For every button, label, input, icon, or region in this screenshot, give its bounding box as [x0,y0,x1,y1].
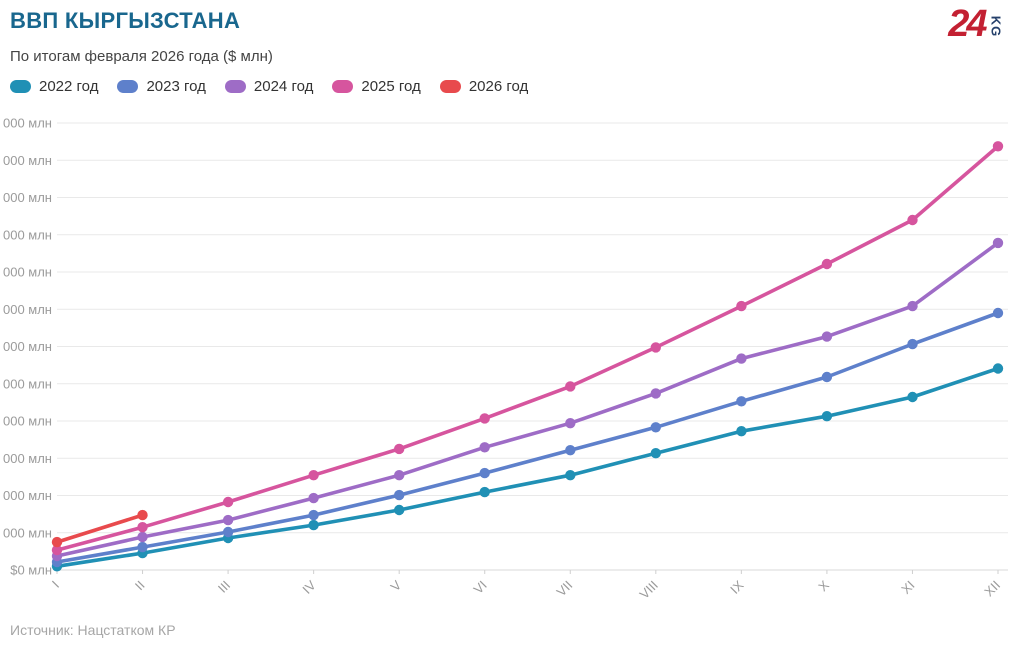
data-point-2023 [394,489,405,501]
data-point-2022 [736,426,747,437]
data-point-2025 [222,496,234,508]
data-point-2025 [51,544,63,556]
legend-item-2023: 2023 год [117,78,206,95]
x-axis-label: III [215,578,233,596]
data-point-2025 [394,443,405,455]
data-point-2022 [650,448,661,459]
data-point-2022 [907,391,918,403]
series-line-2024 [55,241,1000,558]
data-point-2022 [308,519,319,531]
data-point-2023 [992,307,1004,319]
y-axis-label: $0 млн [10,563,52,578]
data-point-2023 [137,541,148,553]
x-axis-label: VI [471,578,490,597]
x-axis-label: V [388,577,405,594]
data-point-2025 [736,300,747,312]
logo-24kg: 24 KG [948,3,1006,45]
data-point-2023 [308,509,319,521]
data-point-2023 [479,467,490,479]
y-axis-label: 000 млн [3,190,52,205]
legend-label: 2026 год [468,78,529,95]
y-axis-label: 000 млн [3,376,52,391]
legend-label: 2023 год [146,78,206,95]
data-point-2024 [907,300,918,312]
x-axis-label: XII [981,578,1003,600]
data-point-2022 [992,363,1004,374]
x-axis-label: VII [554,578,576,600]
data-point-2023 [565,445,576,456]
legend-swatch [332,80,354,93]
legend-label: 2022 год [39,78,99,95]
x-axis-label: I [49,578,62,591]
data-point-2024 [222,514,234,526]
legend-item-2024: 2024 год [224,78,314,95]
data-point-2023 [736,396,747,407]
legend-swatch [439,80,461,93]
data-point-2026 [137,509,148,521]
data-point-2025 [565,381,576,392]
data-point-2025 [308,470,319,481]
data-point-2026 [51,536,63,548]
data-point-2022 [565,470,576,481]
x-axis-label: X [815,577,832,594]
data-point-2025 [479,413,490,424]
source-note: Источник: Нацстатком КР [10,622,176,638]
data-point-2022 [821,411,833,422]
y-axis-label: 000 млн [3,153,52,168]
legend-item-2026: 2026 год [439,78,529,95]
series-line-2023 [55,311,1000,564]
x-axis-label: IV [299,577,319,597]
chart-legend: 2022 год 2023 год 2024 год 2025 год 2026 год [10,78,528,95]
y-axis-label: 000 млн [3,414,52,429]
legend-swatch [10,80,31,93]
y-axis-label: 000 млн [3,525,52,540]
data-point-2022 [394,504,405,516]
data-point-2025 [992,141,1004,152]
data-point-2023 [222,526,234,538]
data-point-2023 [907,338,918,350]
data-point-2024 [137,531,148,543]
data-point-2025 [821,258,833,270]
data-point-2024 [479,442,490,453]
data-point-2024 [394,470,405,481]
y-axis-label: 000 млн [3,116,52,131]
data-point-2024 [308,492,319,504]
series-line-2026 [55,513,145,544]
legend-label: 2025 год [361,78,421,95]
logo-24-text: 24 [948,3,987,45]
data-point-2025 [137,522,148,533]
series-line-2025 [55,144,1000,552]
y-axis-label: 000 млн [3,227,52,242]
legend-swatch [224,80,246,93]
chart-subtitle: По итогам февраля 2026 года ($ млн) [10,48,273,65]
data-point-2024 [992,237,1004,249]
y-axis-label: 000 млн [3,265,52,280]
legend-item-2025: 2025 год [332,78,421,95]
legend-label: 2024 год [253,78,314,95]
legend-item-2022: 2022 год [10,78,98,95]
data-point-2024 [650,388,661,399]
data-point-2023 [650,422,661,433]
data-point-2023 [821,371,833,383]
x-axis-label: VIII [637,578,661,602]
data-point-2022 [479,486,490,498]
y-axis-label: 000 млн [3,451,52,466]
data-point-2024 [565,418,576,429]
page-title: ВВП КЫРГЫЗСТАНА [10,8,241,33]
y-axis-label: 000 млн [3,302,52,317]
legend-swatch [117,80,139,93]
series-line-2022 [55,366,1000,569]
y-axis-label: 000 млн [3,339,52,354]
x-axis-label: XI [898,578,917,597]
x-axis-label: II [132,578,148,594]
data-point-2024 [736,353,747,364]
data-point-2024 [821,331,833,342]
data-point-2025 [650,342,661,353]
x-axis-label: IX [727,577,747,597]
data-point-2025 [907,214,918,226]
y-axis-label: 000 млн [3,488,52,503]
